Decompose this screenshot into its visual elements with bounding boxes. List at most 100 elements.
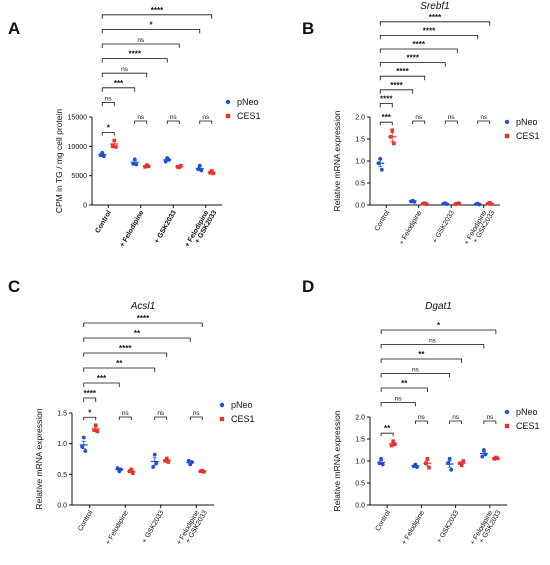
significance-label: **** <box>137 314 150 323</box>
bracket-between <box>380 402 416 407</box>
legend-marker-pneo <box>219 402 225 408</box>
x-tick-label: Control <box>77 509 95 532</box>
significance-label: ** <box>134 329 141 338</box>
bracket-between <box>379 75 426 81</box>
significance-label: ns <box>122 410 130 417</box>
significance-label: ns <box>418 414 426 421</box>
point-ces1 <box>92 428 96 432</box>
y-tick-label: 0.0 <box>355 503 365 510</box>
bracket-within <box>379 121 393 126</box>
bracket-within <box>380 432 394 437</box>
significance-label: ns <box>486 414 494 421</box>
bracket-between <box>379 89 414 94</box>
bracket-between <box>379 62 446 67</box>
y-tick-label: 15000 <box>68 115 88 122</box>
significance-label: *** <box>114 79 124 88</box>
y-tick-label: 1.0 <box>57 441 67 448</box>
y-tick-label: 1.0 <box>355 459 365 466</box>
legend-marker-ces1 <box>504 423 510 429</box>
significance-label: ns <box>448 114 456 121</box>
x-tick-label: Control <box>94 209 113 234</box>
panel-letter: D <box>302 277 314 296</box>
point-ces1 <box>166 460 171 464</box>
panel-a: A 0 5000 10000 15000 CPM in TG / mg cell prot… <box>8 6 261 249</box>
x-tick-label: + Felodipine <box>105 509 130 546</box>
x-tick-label: + GSK2033 <box>141 509 165 544</box>
bracket-between <box>83 367 156 372</box>
legend-label: CES1 <box>516 421 540 431</box>
x-tick-label: + GSK2033 <box>154 209 179 244</box>
point-pneo <box>447 456 452 461</box>
legend-label: pNeo <box>516 407 538 417</box>
significance-label: ** <box>401 379 408 388</box>
bracket-within <box>134 120 148 124</box>
point-ces1 <box>391 439 395 443</box>
significance-label: ns <box>429 338 437 345</box>
bracket-between <box>379 21 491 26</box>
significance-label: **** <box>129 50 142 59</box>
significance-label: ns <box>412 367 420 374</box>
y-tick-label: 1.5 <box>57 411 67 418</box>
bracket-within <box>154 416 168 420</box>
significance-label: ** <box>384 424 391 433</box>
y-axis-label: Relative mRNA expression <box>332 110 342 211</box>
legend-marker-ces1 <box>219 416 225 422</box>
x-tick-label: Control <box>375 509 393 532</box>
panel-d: D Dgat1 0.0 0.5 1.0 1.5 2.0 Relative mRNA expre… <box>302 277 540 546</box>
point-pneo <box>481 448 486 452</box>
point-ces1 <box>164 456 169 461</box>
y-tick-label: 10000 <box>68 144 88 151</box>
significance-label: **** <box>390 81 403 90</box>
point-pneo <box>379 167 384 172</box>
point-pneo <box>197 163 202 168</box>
point-pneo <box>83 449 88 453</box>
point-pneo <box>151 465 156 469</box>
y-tick-label: 0.0 <box>57 503 67 510</box>
significance-label: ns <box>395 396 403 403</box>
significance-label: **** <box>429 13 442 22</box>
legend-label: pNeo <box>237 97 259 107</box>
significance-label: **** <box>423 26 436 35</box>
point-ces1 <box>112 138 117 143</box>
y-tick-label: 0.0 <box>355 203 365 210</box>
legend-label: CES1 <box>231 414 255 424</box>
point-pneo <box>449 467 454 472</box>
legend-label: CES1 <box>237 111 261 121</box>
panel-letter: B <box>302 19 314 38</box>
legend-marker-pneo <box>225 99 231 105</box>
significance-label: ** <box>418 350 425 359</box>
legend: pNeo CES1 <box>225 97 261 121</box>
panel-letter: A <box>8 19 20 38</box>
y-tick-label: 1.5 <box>355 437 365 444</box>
bracket-between <box>380 329 497 334</box>
bracket-within <box>449 420 463 424</box>
significance-label: **** <box>407 54 420 63</box>
significance-label: **** <box>380 94 393 103</box>
legend-marker-ces1 <box>504 133 510 139</box>
y-tick-label: 0.5 <box>57 472 67 479</box>
legend-marker-pneo <box>504 409 510 415</box>
y-tick-label: 5000 <box>71 173 87 180</box>
bracket-between <box>101 29 201 34</box>
y-tick-label: 1.5 <box>355 137 365 144</box>
legend: pNeo CES1 <box>504 407 540 431</box>
point-pneo <box>80 444 85 449</box>
significance-label: ns <box>480 114 488 121</box>
bracket-between <box>379 48 458 53</box>
significance-label: ns <box>193 410 201 417</box>
bracket-between <box>379 103 393 108</box>
bracket-within <box>483 420 497 424</box>
significance-label: **** <box>151 6 164 15</box>
y-tick-label: 2.0 <box>355 415 365 422</box>
significance-label: **** <box>84 389 97 398</box>
significance-label: *** <box>382 113 392 122</box>
panel-title: Acsl1 <box>130 301 155 312</box>
panel-b: B Srebf1 0.0 0.5 1.0 1.5 2.0 Relative mRNA expr… <box>302 1 540 246</box>
panel-letter: C <box>8 277 20 296</box>
point-ces1 <box>179 163 183 168</box>
point-pneo <box>154 461 159 466</box>
point-ces1 <box>129 467 134 472</box>
bracket-between <box>83 322 203 327</box>
bracket-within <box>83 416 97 421</box>
